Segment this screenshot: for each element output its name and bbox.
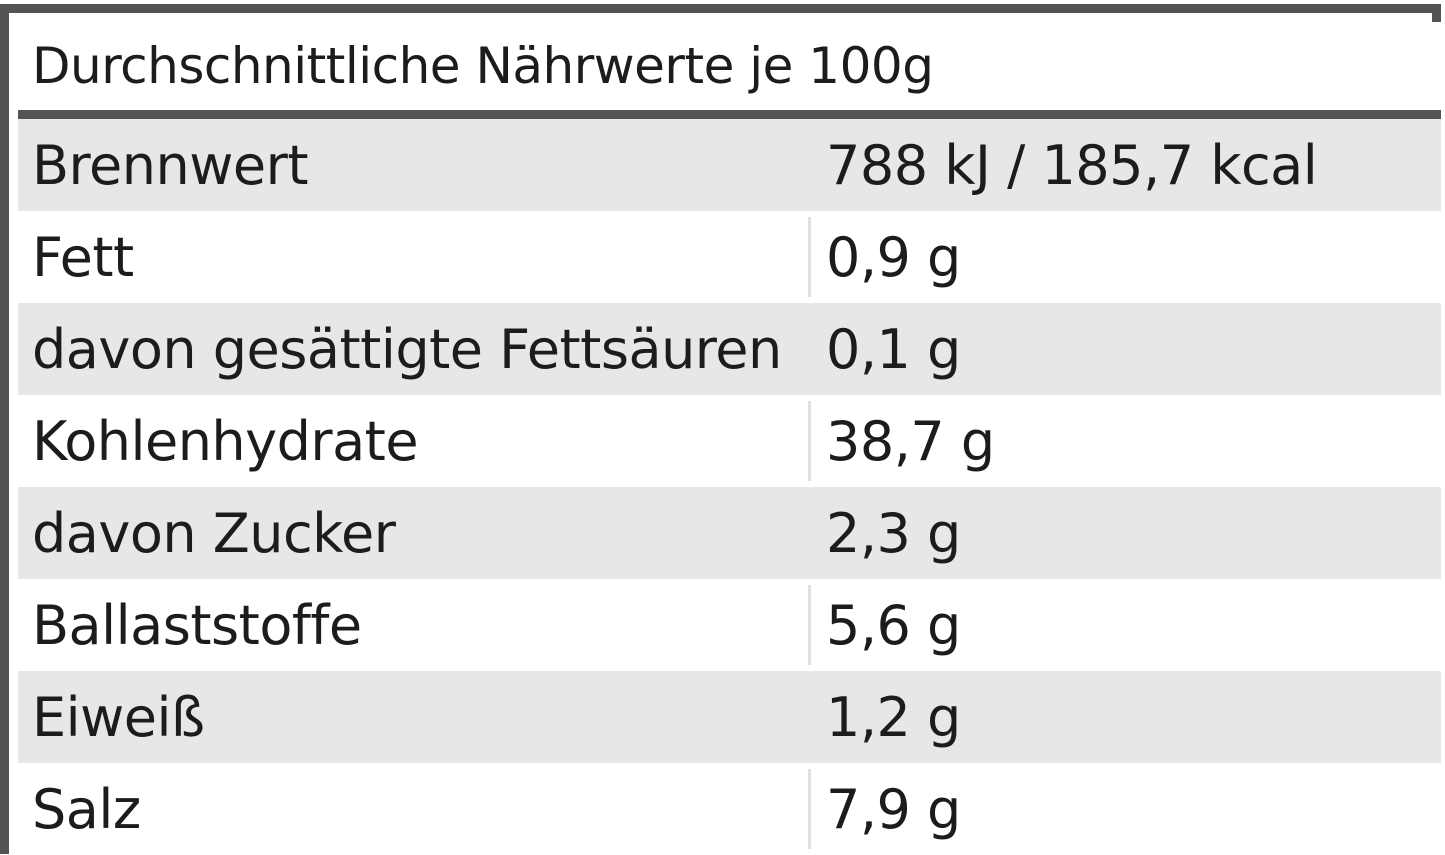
header-divider [18,110,1441,119]
row-label: Salz [32,777,141,841]
row-ballaststoffe: Ballaststoffe 5,6 g [18,579,1441,671]
row-value: 1,2 g [826,685,961,749]
column-divider [808,585,811,665]
table-title: Durchschnittliche Nährwerte je 100g [18,22,1441,110]
nutrition-rows: Brennwert 788 kJ / 185,7 kcal Fett 0,9 g… [18,119,1441,855]
row-label: Brennwert [32,133,309,197]
row-fett: Fett 0,9 g [18,211,1441,303]
column-divider [808,401,811,481]
row-salz: Salz 7,9 g [18,763,1441,855]
row-value: 0,9 g [826,225,961,289]
row-value: 7,9 g [826,777,961,841]
row-kohlenhydrate: Kohlenhydrate 38,7 g [18,395,1441,487]
row-gesaettigte-fettsaeuren: davon gesättigte Fettsäuren 0,1 g [18,303,1441,395]
row-value: 2,3 g [826,501,961,565]
row-label: davon Zucker [32,501,396,565]
row-value: 5,6 g [826,593,961,657]
row-label: davon gesättigte Fettsäuren [32,317,782,381]
column-divider [808,769,811,849]
row-label: Fett [32,225,134,289]
row-value: 788 kJ / 185,7 kcal [826,133,1318,197]
row-value: 38,7 g [826,409,995,473]
row-brennwert: Brennwert 788 kJ / 185,7 kcal [18,119,1441,211]
row-zucker: davon Zucker 2,3 g [18,487,1441,579]
row-eiweiss: Eiweiß 1,2 g [18,671,1441,763]
row-label: Kohlenhydrate [32,409,419,473]
nutrition-table: Durchschnittliche Nährwerte je 100g Bren… [0,4,1441,855]
column-divider [808,217,811,297]
row-label: Ballaststoffe [32,593,362,657]
row-value: 0,1 g [826,317,961,381]
row-label: Eiweiß [32,685,205,749]
